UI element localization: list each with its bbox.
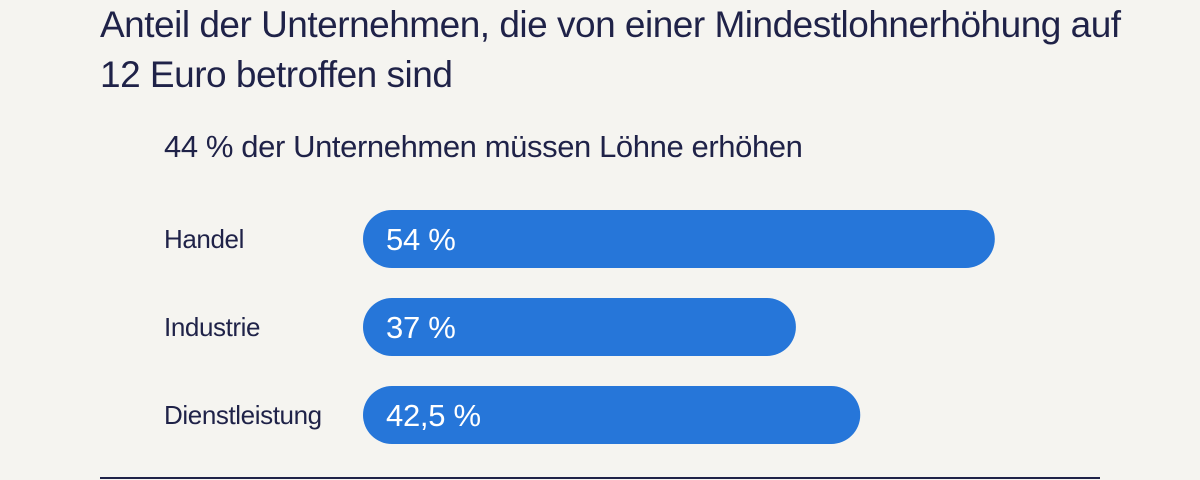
category-label: Dienstleistung [164, 400, 322, 430]
category-label: Industrie [164, 312, 260, 342]
value-label: 42,5 % [386, 398, 481, 433]
value-label: 54 % [386, 222, 455, 257]
category-label: Handel [164, 224, 244, 254]
value-label: 37 % [386, 310, 455, 345]
bottom-divider [100, 477, 1100, 479]
chart-title: Anteil der Unternehmen, die von einer Mi… [100, 4, 1121, 95]
bar [363, 210, 995, 268]
bar [363, 386, 861, 444]
chart-subtitle: 44 % der Unternehmen müssen Löhne erhöhe… [164, 129, 803, 164]
bar [363, 298, 796, 356]
